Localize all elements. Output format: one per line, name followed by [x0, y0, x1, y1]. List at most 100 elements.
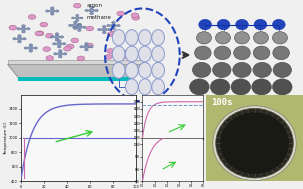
- Circle shape: [74, 3, 81, 8]
- Circle shape: [98, 29, 101, 31]
- Circle shape: [40, 22, 48, 27]
- Circle shape: [125, 30, 138, 46]
- Circle shape: [78, 24, 82, 26]
- Text: argon: argon: [86, 3, 102, 8]
- Circle shape: [112, 27, 115, 30]
- Circle shape: [58, 56, 62, 58]
- Circle shape: [58, 50, 62, 52]
- Circle shape: [118, 50, 123, 53]
- Circle shape: [117, 11, 125, 16]
- Circle shape: [234, 46, 250, 60]
- Circle shape: [55, 39, 59, 41]
- Circle shape: [58, 46, 61, 48]
- Circle shape: [22, 38, 26, 40]
- Circle shape: [196, 32, 211, 44]
- Circle shape: [213, 62, 231, 77]
- Circle shape: [76, 14, 79, 16]
- Circle shape: [233, 62, 251, 77]
- Circle shape: [214, 46, 231, 60]
- Circle shape: [89, 46, 93, 48]
- Circle shape: [112, 46, 125, 62]
- Circle shape: [18, 35, 21, 37]
- Circle shape: [213, 106, 296, 180]
- Circle shape: [138, 46, 151, 62]
- Circle shape: [235, 32, 249, 44]
- Circle shape: [252, 79, 271, 95]
- Circle shape: [125, 79, 138, 95]
- Circle shape: [102, 28, 107, 31]
- Circle shape: [123, 50, 127, 52]
- Circle shape: [73, 21, 77, 23]
- Circle shape: [102, 32, 106, 34]
- Circle shape: [9, 25, 17, 30]
- Circle shape: [45, 10, 49, 12]
- Circle shape: [190, 79, 209, 95]
- Circle shape: [152, 79, 165, 95]
- Circle shape: [28, 46, 34, 50]
- Circle shape: [118, 53, 122, 55]
- Circle shape: [64, 46, 71, 51]
- Circle shape: [55, 10, 59, 12]
- Circle shape: [73, 27, 77, 29]
- Circle shape: [58, 52, 63, 56]
- Circle shape: [195, 46, 211, 60]
- Circle shape: [75, 17, 79, 19]
- Circle shape: [29, 50, 33, 52]
- Circle shape: [107, 24, 111, 27]
- Circle shape: [89, 9, 94, 12]
- Circle shape: [107, 32, 115, 36]
- Circle shape: [210, 79, 230, 95]
- Circle shape: [62, 43, 66, 45]
- Circle shape: [76, 20, 79, 22]
- Circle shape: [53, 43, 56, 45]
- Circle shape: [111, 24, 116, 27]
- Circle shape: [18, 41, 21, 43]
- Circle shape: [63, 53, 67, 55]
- Text: 100s: 100s: [211, 98, 232, 107]
- Circle shape: [131, 13, 139, 18]
- Circle shape: [199, 19, 211, 30]
- Circle shape: [50, 36, 54, 38]
- Circle shape: [50, 7, 54, 9]
- Circle shape: [152, 46, 165, 62]
- Circle shape: [272, 79, 292, 95]
- Circle shape: [138, 30, 151, 46]
- Polygon shape: [18, 77, 133, 81]
- Circle shape: [138, 62, 151, 78]
- Circle shape: [86, 43, 93, 48]
- Circle shape: [95, 9, 98, 12]
- Circle shape: [102, 26, 106, 28]
- Circle shape: [21, 27, 26, 31]
- Circle shape: [273, 46, 289, 60]
- Circle shape: [78, 23, 81, 25]
- Circle shape: [120, 54, 127, 59]
- Circle shape: [55, 33, 59, 35]
- Circle shape: [86, 26, 94, 31]
- Circle shape: [34, 47, 38, 49]
- Circle shape: [90, 12, 93, 15]
- Circle shape: [24, 47, 28, 49]
- Circle shape: [217, 19, 230, 30]
- Circle shape: [27, 28, 30, 30]
- Circle shape: [107, 29, 111, 31]
- Circle shape: [231, 79, 251, 95]
- Circle shape: [192, 62, 211, 77]
- Circle shape: [60, 36, 64, 38]
- Circle shape: [253, 62, 271, 77]
- Circle shape: [66, 44, 74, 49]
- Circle shape: [105, 54, 112, 59]
- Circle shape: [80, 17, 83, 19]
- Circle shape: [78, 29, 81, 31]
- Circle shape: [125, 46, 138, 62]
- Circle shape: [236, 19, 248, 30]
- Circle shape: [50, 13, 54, 15]
- Circle shape: [35, 31, 43, 36]
- Circle shape: [152, 30, 165, 46]
- Circle shape: [72, 24, 78, 27]
- Circle shape: [80, 46, 83, 48]
- Circle shape: [71, 38, 78, 43]
- Circle shape: [46, 33, 53, 38]
- Circle shape: [29, 44, 33, 46]
- Circle shape: [253, 46, 270, 60]
- Circle shape: [85, 9, 88, 12]
